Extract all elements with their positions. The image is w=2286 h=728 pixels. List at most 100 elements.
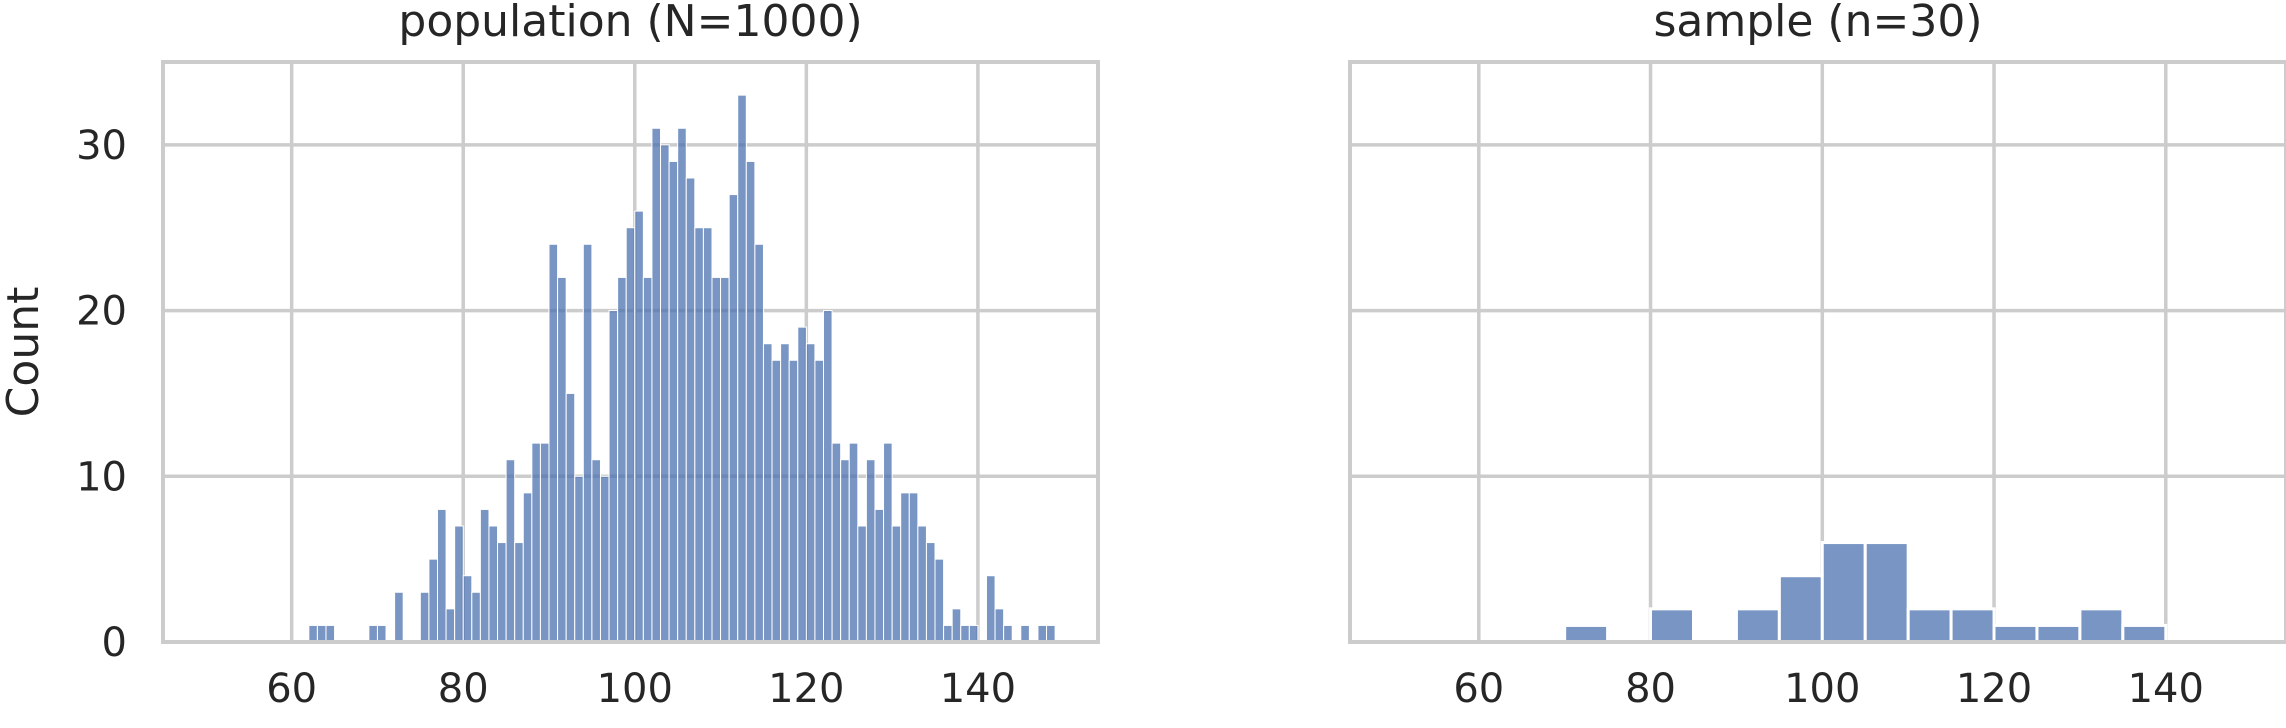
population-y-axis-label: Count — [0, 287, 49, 418]
population-bar-106 — [685, 177, 696, 643]
population-bar-133 — [917, 525, 927, 643]
population-bar-141 — [985, 575, 996, 643]
population-bar-113 — [745, 160, 756, 643]
population-bar-98 — [617, 276, 627, 643]
population-bar-117 — [780, 343, 790, 643]
population-bar-128 — [874, 508, 885, 643]
population-bar-102 — [651, 127, 662, 643]
population-bar-112 — [737, 94, 747, 643]
sample-xtick-label-120: 120 — [1956, 666, 2032, 712]
population-bar-148 — [1046, 624, 1056, 643]
population-ytick-label-0: 0 — [102, 620, 127, 666]
population-bar-92 — [565, 392, 576, 643]
population-xtick-label-80: 80 — [438, 666, 489, 712]
sample-bar-95 — [1777, 574, 1824, 644]
population-bar-132 — [908, 492, 919, 643]
population-bar-63 — [316, 624, 327, 643]
population-bar-75 — [419, 591, 430, 643]
sample-bar-110 — [1906, 607, 1953, 644]
population-bar-107 — [694, 227, 704, 643]
population-bar-121 — [814, 359, 825, 643]
population-bar-129 — [883, 442, 893, 643]
population-ytick-label-30: 30 — [76, 123, 127, 169]
population-bar-79 — [454, 525, 464, 643]
population-bar-62 — [308, 624, 318, 643]
population-bar-97 — [608, 310, 619, 643]
population-bar-95 — [591, 459, 601, 643]
population-bar-88 — [531, 442, 541, 643]
sample-bar-100 — [1820, 541, 1867, 644]
population-bar-120 — [805, 343, 816, 643]
sample-bar-125 — [2035, 623, 2082, 644]
population-bar-76 — [428, 558, 438, 643]
population-bar-136 — [943, 624, 953, 643]
population-bar-80 — [462, 575, 473, 643]
population-chart-title: population (N=1000) — [398, 0, 862, 47]
sample-bar-120 — [1992, 623, 2039, 644]
sample-bar-130 — [2078, 607, 2125, 644]
sample-bar-90 — [1734, 607, 1781, 644]
population-bar-145 — [1020, 624, 1030, 643]
population-bar-86 — [514, 542, 524, 643]
population-bar-115 — [762, 343, 773, 643]
population-bar-123 — [831, 442, 842, 643]
population-histogram-panel: 60 80 100 120 140 0 10 20 30 population (N=1000) C… — [0, 0, 1100, 712]
sample-xtick-label-80: 80 — [1625, 666, 1676, 712]
population-bar-130 — [891, 525, 902, 643]
sample-chart-title: sample (n=30) — [1653, 0, 1982, 47]
sample-bar-115 — [1949, 607, 1996, 644]
population-bar-114 — [754, 243, 764, 643]
population-bar-100 — [634, 210, 644, 643]
population-bar-147 — [1037, 624, 1048, 643]
population-bar-77 — [436, 508, 447, 643]
population-bar-96 — [599, 475, 610, 643]
population-xtick-label-120: 120 — [768, 666, 844, 712]
population-bar-127 — [865, 459, 876, 643]
population-bar-119 — [797, 326, 807, 643]
population-bar-109 — [711, 276, 722, 643]
population-bar-122 — [823, 310, 833, 643]
population-bar-94 — [582, 243, 593, 643]
population-bar-70 — [376, 624, 387, 643]
sample-xtick-label-60: 60 — [1453, 666, 1504, 712]
sample-bar-70 — [1563, 623, 1610, 644]
population-bar-124 — [840, 459, 850, 643]
sample-bar-105 — [1863, 541, 1910, 644]
population-bar-134 — [925, 542, 936, 643]
population-bar-82 — [479, 508, 490, 643]
population-bar-103 — [660, 144, 670, 643]
population-bar-110 — [720, 276, 730, 643]
population-bar-90 — [548, 243, 559, 643]
sample-xtick-label-100: 100 — [1784, 666, 1860, 712]
population-bar-99 — [625, 227, 636, 643]
population-bar-84 — [497, 542, 507, 643]
population-bar-91 — [557, 276, 567, 643]
population-bar-93 — [574, 475, 584, 643]
population-bar-64 — [325, 624, 336, 643]
sample-histogram-panel: 60 80 100 120 140 sample (n=30) — [1348, 0, 2286, 712]
population-bar-101 — [642, 276, 653, 643]
population-bar-85 — [505, 459, 516, 643]
population-xtick-label-140: 140 — [940, 666, 1016, 712]
population-bar-81 — [471, 591, 481, 643]
population-axes-frame — [161, 60, 1100, 644]
population-xtick-label-60: 60 — [266, 666, 317, 712]
population-bar-78 — [445, 608, 456, 643]
population-bar-131 — [900, 492, 910, 643]
population-bar-125 — [848, 442, 859, 643]
population-bar-105 — [677, 127, 687, 643]
population-bar-83 — [488, 525, 499, 643]
sample-bar-80 — [1649, 607, 1695, 644]
population-bar-108 — [702, 227, 713, 643]
population-bar-111 — [728, 194, 739, 643]
population-xtick-label-100: 100 — [597, 666, 673, 712]
population-ytick-label-10: 10 — [76, 454, 127, 500]
population-bar-135 — [934, 558, 945, 643]
sample-bar-135 — [2121, 623, 2168, 644]
population-bar-69 — [368, 624, 378, 643]
population-bar-116 — [771, 359, 782, 643]
population-bar-72 — [394, 591, 404, 643]
population-bar-138 — [960, 624, 970, 643]
population-bar-118 — [788, 359, 799, 643]
